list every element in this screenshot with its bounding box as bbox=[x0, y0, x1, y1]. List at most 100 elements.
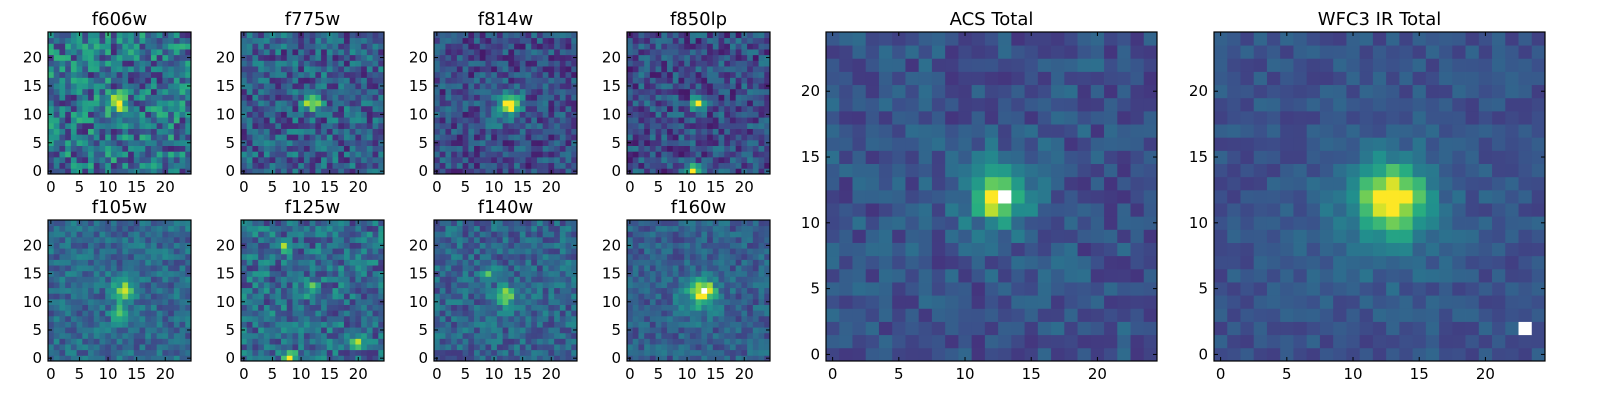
heatmap-cell bbox=[338, 276, 345, 283]
heatmap-cell bbox=[971, 71, 986, 86]
heatmap-cell bbox=[468, 77, 475, 84]
heatmap-cell bbox=[258, 276, 265, 283]
heatmap-cell bbox=[162, 344, 169, 351]
heatmap-cell bbox=[286, 43, 293, 50]
heatmap-cell bbox=[689, 100, 697, 107]
heatmap-cell bbox=[1439, 176, 1453, 191]
heatmap-cell bbox=[275, 298, 282, 305]
heatmap-cell bbox=[1465, 150, 1480, 164]
heatmap-cell bbox=[179, 32, 186, 39]
heatmap-cell bbox=[122, 298, 129, 305]
heatmap-cell bbox=[82, 111, 89, 118]
heatmap-cell bbox=[984, 216, 999, 230]
heatmap-cell bbox=[1412, 268, 1427, 283]
heatmap-cell bbox=[474, 128, 481, 135]
heatmap-cell bbox=[241, 276, 248, 283]
heatmap-cell bbox=[1064, 110, 1078, 125]
heatmap-cell bbox=[65, 54, 72, 61]
heatmap-cell bbox=[378, 349, 385, 356]
heatmap-cell bbox=[445, 100, 452, 107]
heatmap-cell bbox=[536, 117, 544, 124]
heatmap-cell bbox=[162, 253, 169, 260]
heatmap-cell bbox=[349, 66, 356, 73]
heatmap-cell bbox=[525, 37, 532, 44]
heatmap-cell bbox=[173, 83, 180, 90]
heatmap-cell bbox=[1024, 203, 1039, 217]
heatmap-cell bbox=[349, 32, 356, 39]
heatmap-cell bbox=[1077, 110, 1092, 125]
heatmap-cell bbox=[133, 344, 140, 351]
heatmap-cell bbox=[326, 162, 333, 169]
heatmap-cell bbox=[1090, 84, 1105, 99]
heatmap-cell bbox=[246, 83, 253, 90]
heatmap-cell bbox=[865, 137, 880, 151]
heatmap-cell bbox=[689, 94, 697, 101]
heatmap-cell bbox=[1425, 84, 1440, 99]
heatmap-cell bbox=[366, 276, 373, 283]
heatmap-cell bbox=[355, 145, 362, 152]
heatmap-cell bbox=[378, 156, 385, 164]
heatmap-cell bbox=[1266, 229, 1281, 243]
heatmap-cell bbox=[70, 151, 77, 158]
heatmap-cell bbox=[269, 315, 276, 322]
heatmap-cell bbox=[689, 83, 697, 90]
heatmap-cell bbox=[145, 100, 152, 107]
heatmap-cell bbox=[695, 94, 702, 101]
heatmap-cell bbox=[1143, 321, 1158, 336]
heatmap-cell bbox=[286, 298, 293, 305]
heatmap-cell bbox=[1077, 71, 1092, 86]
heatmap-cell bbox=[655, 77, 662, 84]
heatmap-cell bbox=[456, 71, 463, 78]
heatmap-cell bbox=[638, 77, 645, 84]
heatmap-cell bbox=[918, 189, 933, 204]
heatmap-cell bbox=[1037, 137, 1052, 151]
heatmap-cell bbox=[1346, 282, 1361, 296]
heatmap-cell bbox=[548, 111, 555, 118]
heatmap-cell bbox=[378, 162, 385, 169]
heatmap-cell bbox=[99, 304, 106, 311]
heatmap-cell bbox=[1452, 137, 1466, 151]
heatmap-cell bbox=[53, 259, 60, 266]
heatmap-cell bbox=[479, 94, 486, 101]
heatmap-cell bbox=[451, 162, 458, 169]
heatmap-cell bbox=[110, 71, 118, 78]
heatmap-cell bbox=[105, 100, 112, 107]
heatmap-cell bbox=[998, 282, 1012, 296]
heatmap-cell bbox=[286, 77, 293, 84]
heatmap-cell bbox=[1077, 97, 1092, 112]
heatmap-cell bbox=[735, 54, 742, 61]
heatmap-cell bbox=[525, 32, 532, 39]
heatmap-cell bbox=[99, 265, 106, 272]
heatmap-cell bbox=[1293, 295, 1308, 309]
heatmap-cell bbox=[241, 344, 248, 351]
heatmap-cell bbox=[246, 287, 253, 294]
heatmap-cell bbox=[156, 276, 163, 283]
heatmap-cell bbox=[88, 231, 95, 238]
heatmap-cell bbox=[542, 105, 549, 112]
heatmap-cell bbox=[70, 32, 77, 39]
heatmap-cell bbox=[724, 139, 731, 146]
heatmap-cell bbox=[445, 151, 452, 158]
heatmap-cell bbox=[321, 77, 328, 84]
heatmap-cell bbox=[559, 88, 566, 95]
heatmap-cell bbox=[839, 189, 853, 204]
heatmap-cell bbox=[451, 156, 458, 164]
heatmap-cell bbox=[173, 49, 180, 56]
heatmap-cell bbox=[315, 32, 322, 39]
heatmap-cell bbox=[133, 242, 140, 249]
heatmap-cell bbox=[758, 151, 765, 158]
heatmap-cell bbox=[366, 83, 373, 90]
heatmap-cell bbox=[1412, 308, 1427, 322]
heatmap-cell bbox=[1386, 255, 1400, 270]
heatmap-cell bbox=[1227, 150, 1241, 164]
heatmap-cell bbox=[275, 270, 282, 277]
heatmap-cell bbox=[1452, 58, 1466, 72]
heatmap-cell bbox=[82, 100, 89, 107]
heatmap-cell bbox=[918, 334, 933, 349]
heatmap-cell bbox=[349, 134, 356, 141]
heatmap-cell bbox=[971, 97, 986, 112]
heatmap-cell bbox=[281, 298, 288, 305]
heatmap-cell bbox=[548, 145, 555, 152]
heatmap-cell bbox=[275, 128, 282, 135]
heatmap-cell bbox=[852, 216, 867, 230]
